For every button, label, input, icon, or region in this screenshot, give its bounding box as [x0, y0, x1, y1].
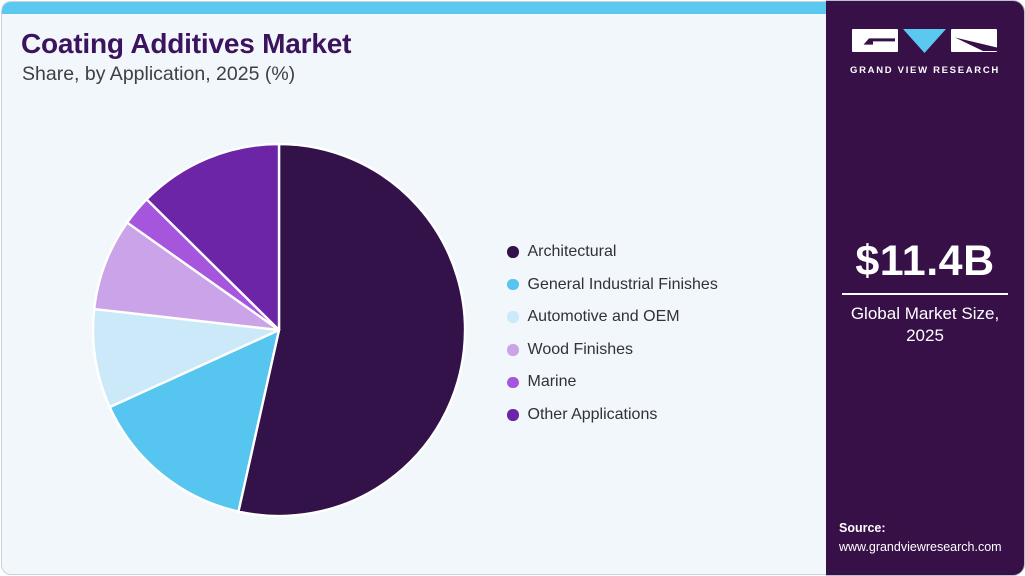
page-title: Coating Additives Market: [21, 28, 352, 59]
brand-logo: GRAND VIEW RESEARCH: [826, 28, 1024, 76]
market-size-divider: [842, 293, 1008, 295]
legend-item-marine: Marine: [507, 371, 718, 393]
source-url: www.grandviewresearch.com: [839, 539, 1002, 554]
legend-item-architectural: Architectural: [507, 241, 718, 263]
legend-dot: [507, 376, 519, 389]
legend-label: Other Applications: [527, 405, 658, 423]
legend-dot: [507, 344, 519, 356]
pie-slice-automotive-and-oem: [91, 307, 281, 409]
legend-label: Automotive and OEM: [527, 308, 680, 326]
legend-dot: [507, 311, 519, 323]
market-caption-line1: Global Market Size,: [850, 304, 1000, 323]
pie-slice-general-industrial-finishes: [108, 328, 281, 513]
pie-chart: [90, 141, 468, 519]
market-size-caption: Global Market Size, 2025: [826, 303, 1024, 347]
legend-dot: [507, 246, 519, 258]
pie-chart-svg: [91, 142, 467, 518]
source-block: Source: www.grandviewresearch.com: [839, 519, 1002, 557]
page-subtitle: Share, by Application, 2025 (%): [22, 63, 296, 85]
source-label: Source:: [839, 521, 886, 535]
chart-card: Coating Additives Market Share, by Appli…: [1, 1, 826, 575]
legend: Architectural General Industrial Finishes…: [507, 241, 718, 426]
legend-item-automotive-and-oem: Automotive and OEM: [507, 306, 718, 328]
legend-item-other-applications: Other Applications: [507, 404, 718, 426]
brand-name: GRAND VIEW RESEARCH: [849, 65, 1000, 76]
legend-label: Architectural: [527, 243, 617, 260]
pie-slice-architectural: [237, 142, 467, 518]
gvr-logo-icon: [852, 29, 997, 53]
legend-item-wood-finishes: Wood Finishes: [507, 339, 718, 361]
market-size-block: $11.4B Global Market Size, 2025: [826, 237, 1024, 347]
sidebar: GRAND VIEW RESEARCH $11.4B Global Market…: [826, 0, 1025, 576]
legend-label: General Industrial Finishes: [527, 275, 718, 293]
market-size-value: $11.4B: [855, 237, 995, 285]
legend-label: Wood Finishes: [527, 340, 634, 358]
pie-slice-wood-finishes: [92, 221, 281, 332]
market-caption-line2: 2025: [906, 325, 944, 345]
legend-label: Marine: [527, 373, 577, 391]
legend-dot: [507, 409, 519, 421]
legend-dot: [507, 278, 519, 291]
pie-slice-other-applications: [145, 142, 281, 332]
top-accent-bar: [2, 2, 826, 14]
legend-item-general-industrial-finishes: General Industrial Finishes: [507, 274, 718, 296]
